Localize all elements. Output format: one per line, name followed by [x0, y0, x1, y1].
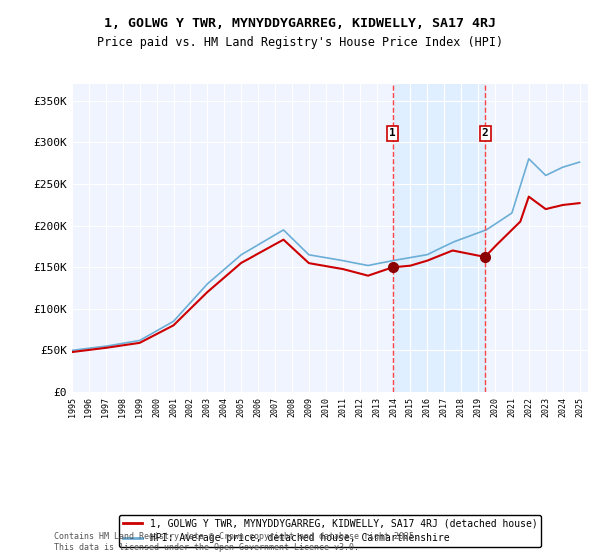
Text: Price paid vs. HM Land Registry's House Price Index (HPI): Price paid vs. HM Land Registry's House … — [97, 36, 503, 49]
Legend: 1, GOLWG Y TWR, MYNYDDYGARREG, KIDWELLY, SA17 4RJ (detached house), HPI: Average: 1, GOLWG Y TWR, MYNYDDYGARREG, KIDWELLY,… — [119, 515, 541, 547]
Text: 2: 2 — [482, 128, 488, 138]
Bar — [392, 84, 485, 392]
Text: 1: 1 — [389, 128, 396, 138]
Text: Contains HM Land Registry data © Crown copyright and database right 2025.
This d: Contains HM Land Registry data © Crown c… — [54, 532, 419, 552]
Text: 1, GOLWG Y TWR, MYNYDDYGARREG, KIDWELLY, SA17 4RJ: 1, GOLWG Y TWR, MYNYDDYGARREG, KIDWELLY,… — [104, 17, 496, 30]
